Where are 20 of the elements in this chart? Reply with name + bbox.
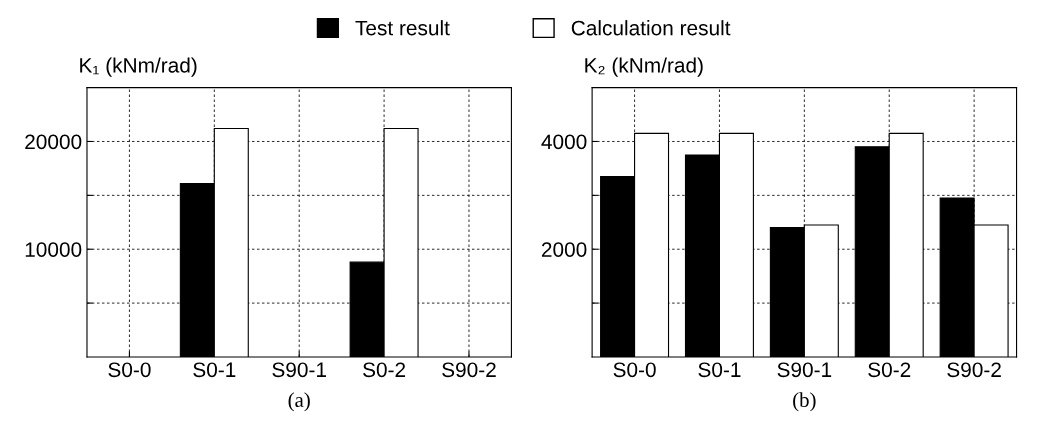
x-axis-title: (a) — [288, 392, 310, 412]
x-tick-label: S90-1 — [777, 362, 832, 378]
y-axis-title: K₁ (kNm/rad) — [80, 57, 197, 77]
x-tick-label: S0-0 — [613, 362, 656, 378]
x-tick-label: S0-0 — [108, 362, 151, 378]
y-tick-label: 4000 — [541, 134, 587, 150]
x-tick-label: S0-1 — [193, 362, 236, 378]
x-tick-label: S90-2 — [442, 362, 496, 378]
y-tick-label: 10000 — [25, 242, 82, 257]
x-tick-label: S0-2 — [363, 362, 406, 378]
legend-label: Test result — [355, 20, 450, 36]
x-axis-title: (b) — [793, 392, 816, 412]
x-tick-label: S0-2 — [868, 362, 911, 378]
x-tick-label: S90-2 — [947, 362, 1001, 378]
legend-label: Calculation result — [571, 20, 731, 36]
y-axis-title: K₂ (kNm/rad) — [585, 57, 703, 77]
y-tick-label: 20000 — [25, 134, 82, 150]
x-tick-label: S90-1 — [272, 362, 326, 378]
y-tick-label: 2000 — [541, 242, 587, 257]
x-tick-label: S0-1 — [698, 362, 741, 378]
